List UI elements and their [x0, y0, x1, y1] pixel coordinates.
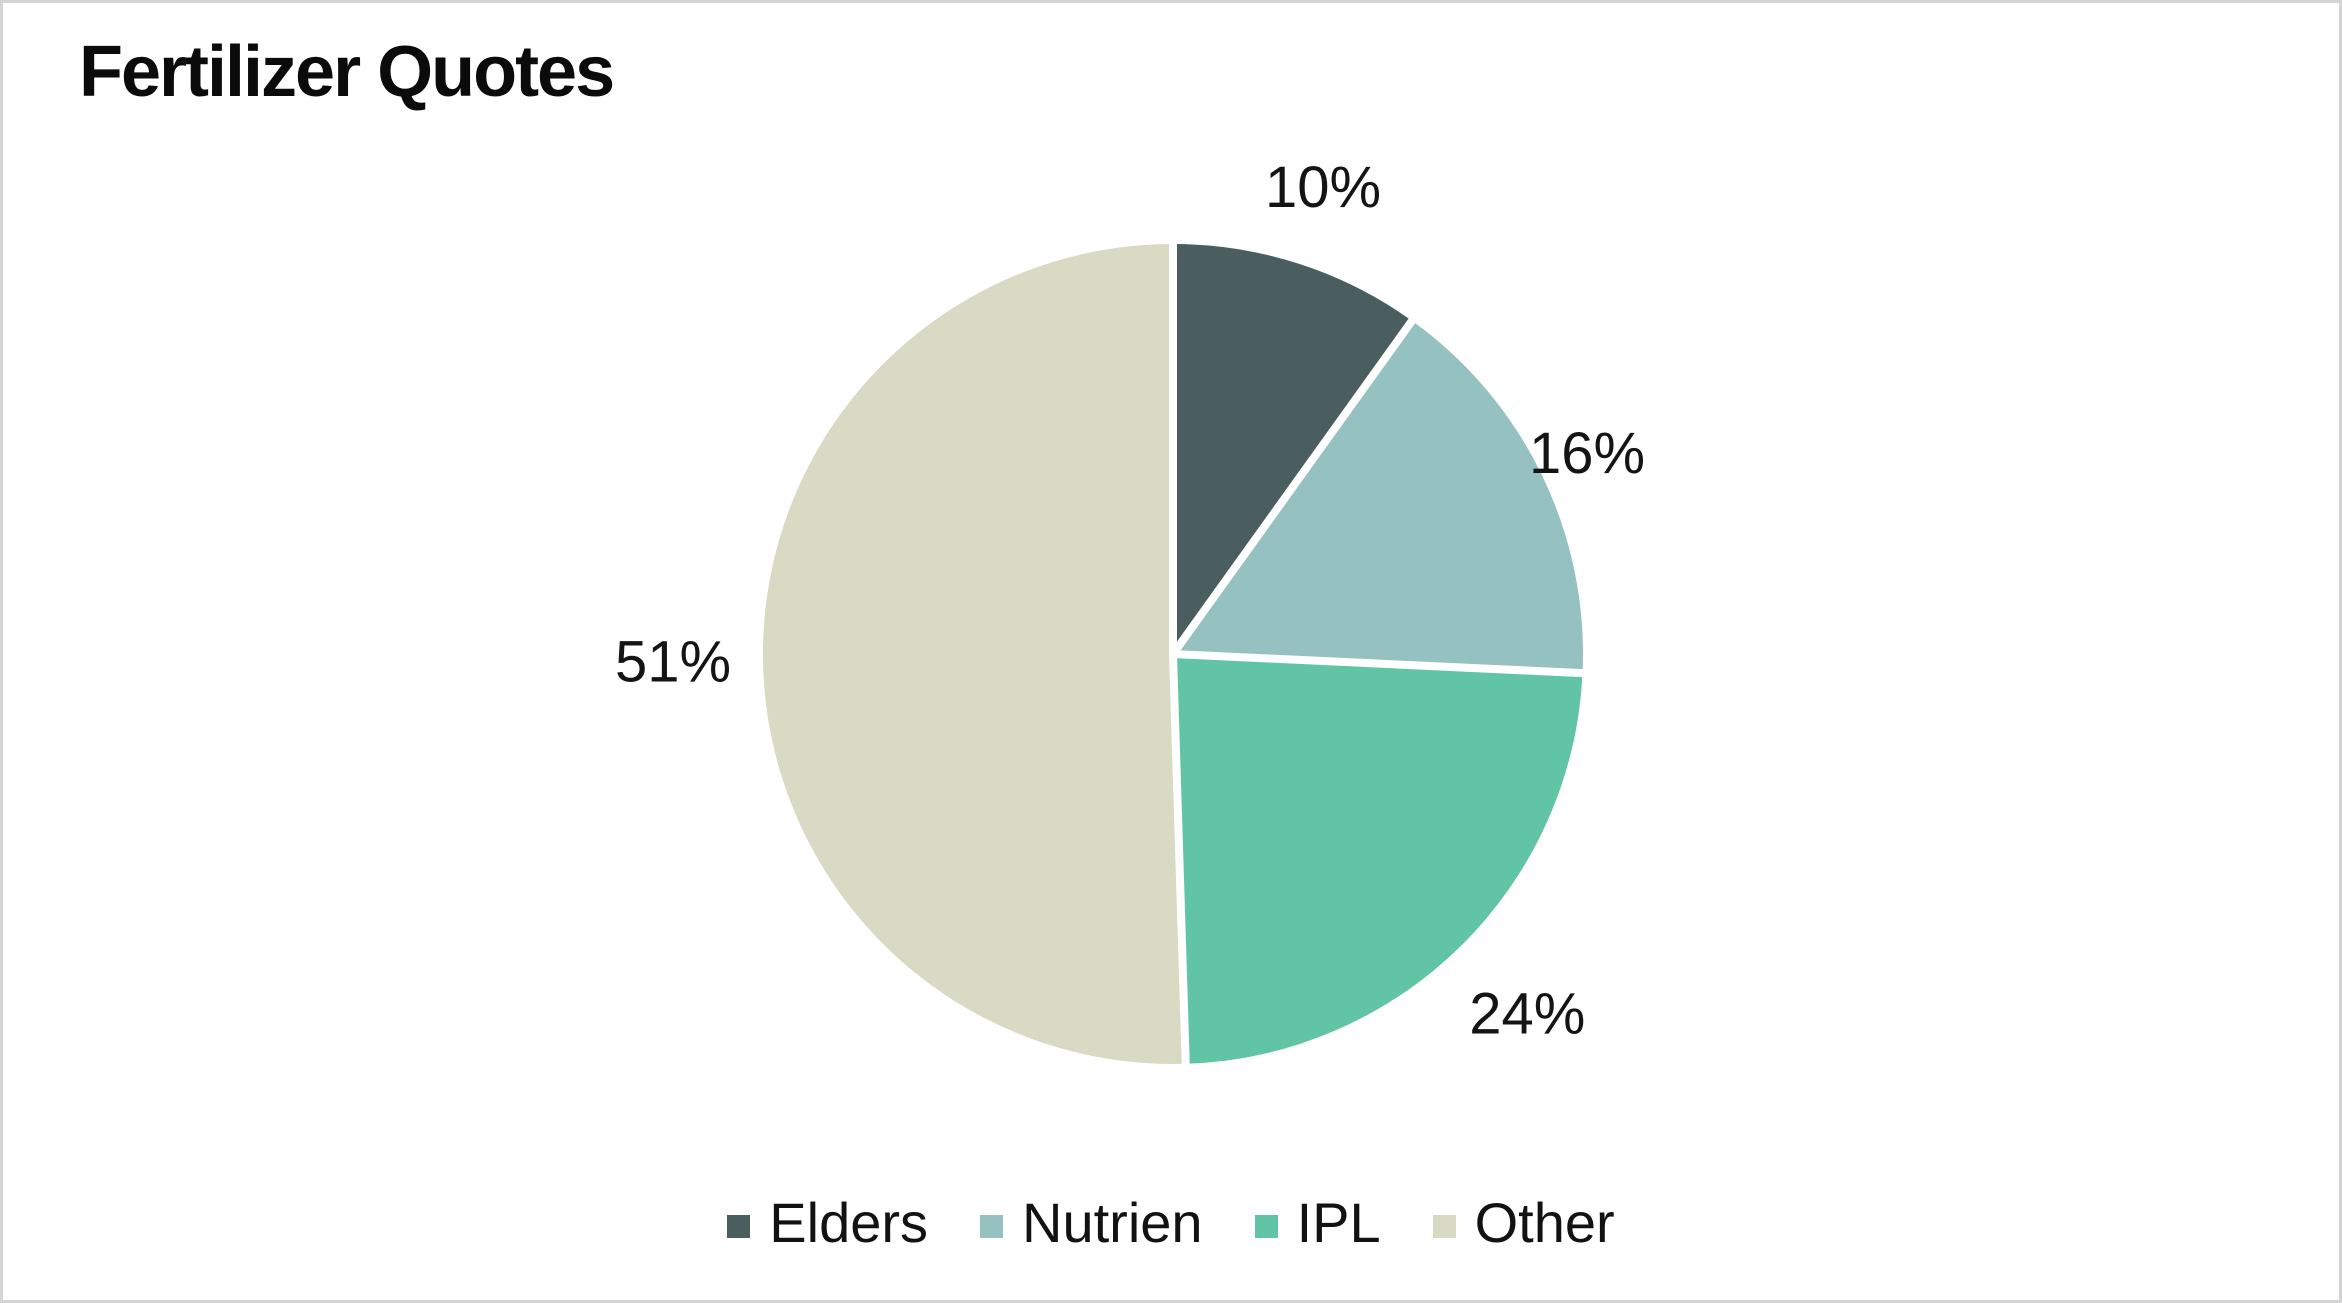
slice-label-other: 51% — [615, 629, 731, 694]
legend-label: Elders — [769, 1191, 929, 1254]
legend-item-nutrien[interactable]: Nutrien — [980, 1195, 1203, 1251]
chart-title: Fertilizer Quotes — [79, 32, 615, 112]
legend-item-ipl[interactable]: IPL — [1254, 1191, 1381, 1254]
legend-label: Other — [1474, 1191, 1615, 1254]
legend-label: Nutrien — [1022, 1191, 1203, 1254]
pie-slice-ipl[interactable] — [1173, 654, 1583, 1064]
slice-label-nutrien: 16% — [1529, 421, 1645, 486]
legend-label: IPL — [1296, 1191, 1381, 1254]
chart-legend: Elders Nutrien IPL Other — [3, 1195, 2339, 1251]
pie-chart: 10% 16% 24% 51% — [615, 155, 1645, 1066]
slice-divider — [1172, 650, 1585, 678]
legend-swatch-icon — [727, 1214, 751, 1238]
slice-divider — [1169, 653, 1190, 1066]
legend-swatch-icon — [1432, 1214, 1456, 1238]
pie-slice-other[interactable] — [762, 244, 1186, 1064]
slice-label-ipl: 24% — [1469, 981, 1585, 1046]
legend-swatch-icon — [980, 1214, 1004, 1238]
pie-slice-elders[interactable] — [1173, 244, 1412, 654]
pie-slice-nutrien[interactable] — [1173, 320, 1583, 674]
slice-label-elders: 10% — [1265, 155, 1381, 220]
legend-item-other[interactable]: Other — [1432, 1191, 1615, 1254]
legend-swatch-icon — [1254, 1214, 1278, 1238]
legend-item-elders[interactable]: Elders — [727, 1195, 928, 1251]
slice-divider — [1169, 316, 1417, 657]
